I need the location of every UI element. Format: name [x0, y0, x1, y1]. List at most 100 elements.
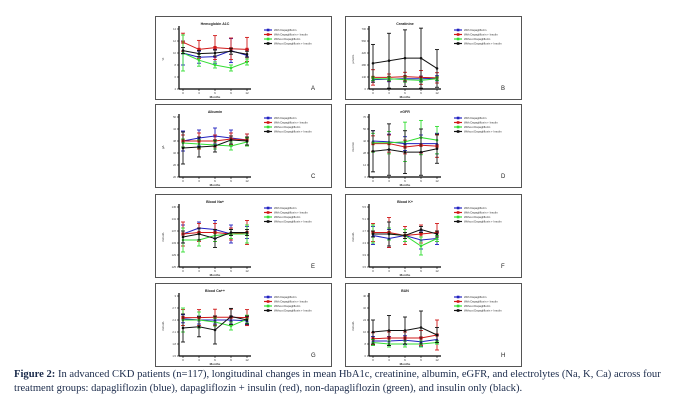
legend-label: With Dapagliflozin [464, 295, 487, 299]
x-tick-label: 12 [245, 179, 249, 183]
data-point [213, 237, 217, 240]
chart-panel-h: 0 8 16 24 32 40 0 3 6 9 12 BUN Months mmol/L With Dapa… [345, 283, 522, 367]
y-tick-label: 10 [173, 51, 176, 55]
legend-label: Without Dapagliflozin + Insulin [464, 309, 502, 313]
x-tick-label: 6 [214, 179, 216, 183]
y-tick-label: 24 [363, 318, 366, 322]
y-tick-label: 145 [172, 205, 177, 209]
panel-letter: F [501, 264, 505, 270]
legend-marker [266, 215, 270, 219]
y-tick-label: 4.3 [362, 241, 366, 245]
y-tick-label: 0 [365, 354, 367, 358]
y-tick-label: 70 [363, 115, 366, 119]
y-tick-label: 38 [173, 139, 176, 143]
data-point [213, 51, 217, 55]
x-tick-label: 12 [435, 358, 439, 362]
legend-label: With Dapagliflozin [464, 28, 487, 32]
legend-marker [266, 28, 270, 32]
y-tick-label: 4.7 [362, 229, 366, 233]
legend-label: Without Dapagliflozin + Insulin [274, 309, 312, 313]
legend-label: Without Dapagliflozin + Insulin [274, 220, 312, 224]
panel-letter: H [501, 353, 505, 359]
y-tick-label: 42 [363, 139, 366, 143]
data-point [181, 49, 185, 52]
y-tick-label: 3.9 [362, 253, 366, 257]
legend-marker [456, 33, 460, 36]
y-tick-label: 1.5 [172, 354, 176, 358]
x-tick-label: 0 [372, 179, 374, 183]
legend-marker [456, 215, 460, 219]
legend-label: Without Dapagliflozin [464, 215, 491, 219]
y-tick-label: 32 [173, 151, 176, 155]
y-axis-label: μmol/L [351, 54, 355, 63]
chart-title: eGFR [400, 110, 410, 114]
data-point [403, 150, 407, 154]
legend-marker [456, 28, 460, 32]
y-tick-label: 12 [173, 39, 176, 43]
x-axis-label: Months [400, 362, 411, 366]
y-tick-label: 2.4 [172, 318, 176, 322]
legend-marker [456, 304, 460, 308]
y-axis-label: mmol/L [351, 232, 355, 242]
x-tick-label: 9 [420, 269, 422, 273]
x-tick-label: 9 [420, 179, 422, 183]
x-tick-label: 9 [230, 91, 232, 95]
x-axis-label: Months [400, 95, 411, 99]
x-tick-label: 3 [388, 358, 390, 362]
chart-svg: 0 14 28 42 56 70 0 3 6 9 12 eGFR Months mL/min With Da… [351, 110, 506, 187]
chart-svg: 4 6 8 10 12 14 0 3 6 9 12 Hemoglobin A1C Months% With… [161, 22, 315, 99]
x-axis-label: Months [210, 183, 221, 187]
data-point [245, 60, 249, 64]
y-tick-label: 14 [173, 27, 176, 31]
chart-panel-a: 4 6 8 10 12 14 0 3 6 9 12 Hemoglobin A1C Months% With… [155, 16, 332, 100]
y-axis-label: mmol/L [161, 321, 165, 331]
legend-marker [456, 309, 460, 312]
legend-label: With Dapagliflozin [274, 206, 297, 210]
data-point [403, 56, 407, 60]
legend-label: With Dapagliflozin + Insulin [464, 211, 498, 215]
y-tick-label: 2.7 [172, 306, 176, 310]
chart-title: Creatinine [396, 22, 414, 26]
x-tick-label: 3 [388, 269, 390, 273]
legend-marker [266, 130, 270, 133]
y-tick-label: 20 [173, 175, 176, 179]
data-point [245, 139, 249, 143]
legend-marker [266, 309, 270, 312]
data-point [197, 47, 201, 51]
y-tick-label: 5.5 [362, 205, 366, 209]
y-tick-label: 6 [175, 75, 177, 79]
caption-text: In advanced CKD patients (n=117), longit… [14, 369, 661, 394]
data-point [371, 61, 375, 65]
data-point [387, 59, 391, 63]
data-point [229, 144, 233, 148]
legend-marker [266, 116, 270, 120]
data-point [229, 315, 233, 318]
data-point [435, 232, 439, 236]
chart-panel-d: 0 14 28 42 56 70 0 3 6 9 12 eGFR Months mL/min With Da… [345, 104, 522, 188]
data-point [419, 326, 423, 329]
panel-letter: D [501, 174, 506, 180]
x-tick-label: 3 [198, 358, 200, 362]
x-tick-label: 3 [198, 179, 200, 183]
data-point [419, 232, 423, 236]
y-tick-label: 4 [175, 87, 177, 91]
x-axis-label: Months [400, 183, 411, 187]
y-tick-label: 129 [172, 253, 177, 257]
x-tick-label: 12 [245, 269, 249, 273]
data-point [213, 63, 217, 67]
data-point [435, 147, 439, 151]
x-tick-label: 0 [182, 358, 184, 362]
legend-label: Without Dapagliflozin [274, 37, 301, 41]
chart-svg: 125 129 133 137 141 145 0 3 6 9 12 Blood Na+ Months m… [161, 200, 315, 277]
y-tick-label: 3.5 [362, 265, 366, 269]
data-point [229, 49, 233, 53]
legend-label: Without Dapagliflozin [464, 125, 491, 129]
chart-panel-g: 1.5 1.8 2.1 2.4 2.7 3 0 3 6 9 12 Blood Ca++ Months mm… [155, 283, 332, 367]
x-tick-label: 0 [372, 91, 374, 95]
y-tick-label: 3 [175, 294, 177, 298]
data-point [229, 66, 233, 70]
chart-title: Blood Na+ [206, 200, 224, 204]
y-tick-label: 133 [172, 241, 177, 245]
chart-title: BUN [401, 289, 409, 293]
y-tick-label: 32 [363, 306, 366, 310]
